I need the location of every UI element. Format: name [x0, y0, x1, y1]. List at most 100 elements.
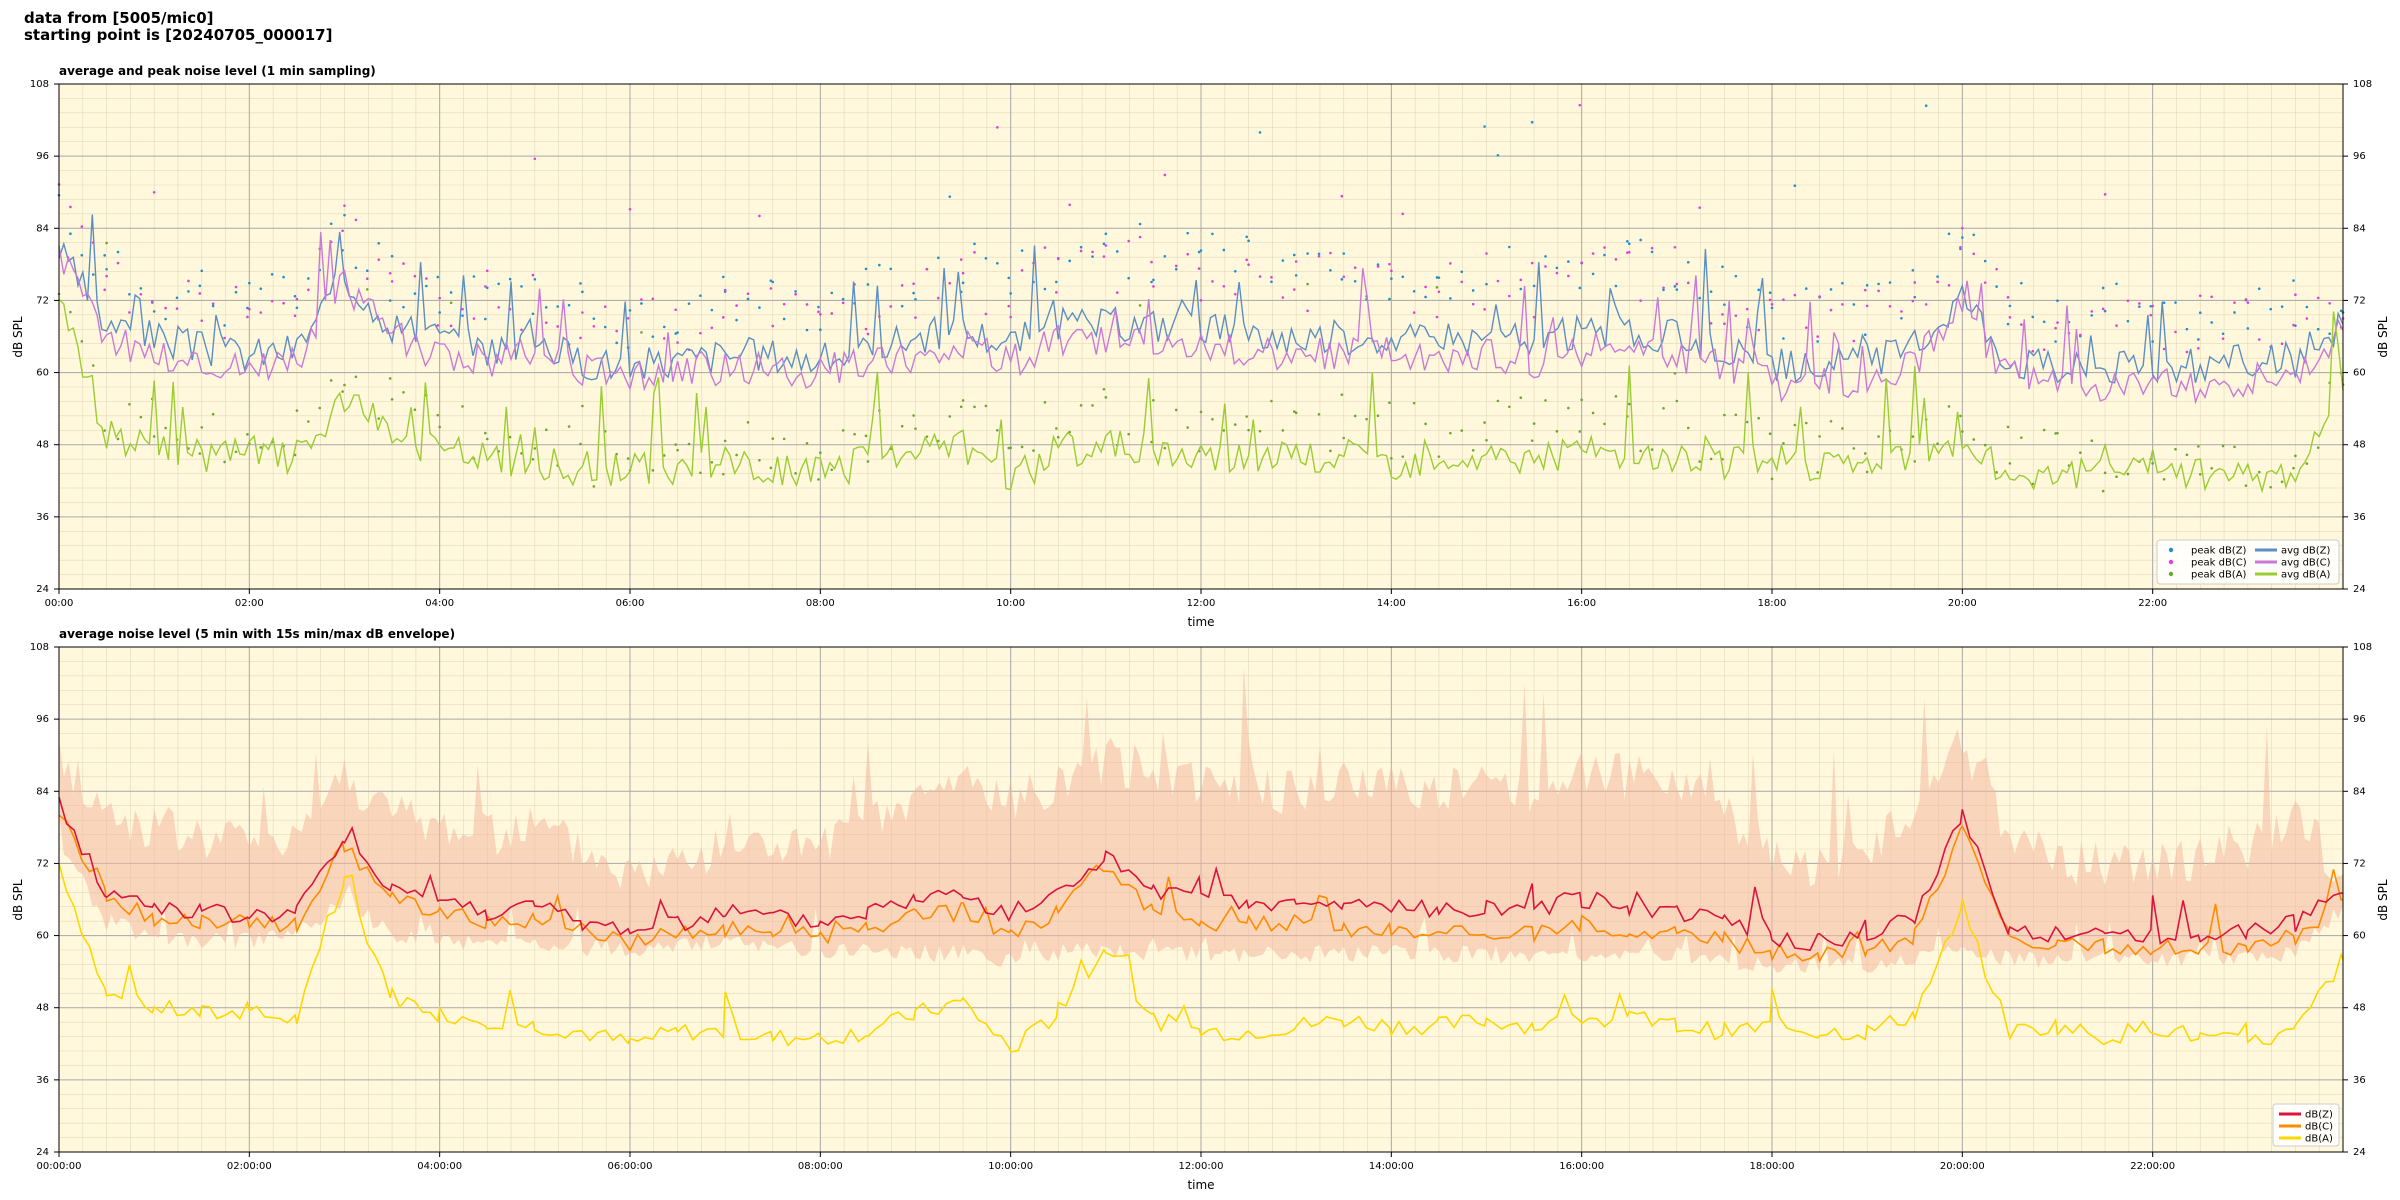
peak-point — [1793, 423, 1797, 427]
peak-point — [674, 443, 677, 446]
peak-point — [2115, 282, 2118, 286]
peak-point — [1745, 420, 1749, 424]
peak-point — [1555, 271, 1559, 275]
peak-point — [2103, 471, 2107, 475]
x-tick-label: 02:00:00 — [227, 1161, 272, 1172]
peak-point — [1983, 259, 1987, 263]
peak-point — [248, 307, 251, 311]
peak-point — [2280, 305, 2284, 308]
peak-point — [1340, 393, 1344, 397]
peak-point — [864, 267, 868, 271]
y-tick-label: 84 — [36, 223, 49, 234]
series-line-db-a- — [58, 863, 2344, 1053]
peak-point — [472, 317, 476, 320]
peak-point — [1961, 226, 1964, 230]
peak-point — [817, 305, 820, 309]
peak-point — [234, 290, 238, 294]
peak-point — [1376, 265, 1380, 268]
peak-point — [2280, 480, 2284, 484]
peak-point — [1947, 405, 1951, 408]
peak-point — [531, 273, 535, 277]
peak-point — [900, 284, 904, 287]
peak-point — [1152, 398, 1155, 402]
peak-point — [200, 319, 204, 322]
y-tick-label: 24 — [36, 1147, 49, 1158]
peak-point — [937, 256, 940, 260]
x-tick-label: 16:00 — [1567, 598, 1596, 609]
peak-point — [1127, 239, 1130, 243]
peak-point — [615, 329, 618, 333]
peak-point — [1340, 278, 1344, 281]
peak-point — [1639, 449, 1642, 453]
peak-point — [721, 472, 725, 476]
peak-point — [2126, 319, 2130, 323]
legend-label: dB(Z) — [2305, 1110, 2333, 1121]
peak-point — [1294, 260, 1298, 263]
peak-point — [2056, 321, 2059, 324]
peak-point — [1138, 304, 1142, 307]
peak-point — [2006, 296, 2010, 299]
y-tick-label: 60 — [36, 368, 49, 379]
y-tick-label: 48 — [36, 440, 49, 451]
peak-point — [699, 294, 702, 297]
peak-point — [864, 327, 868, 331]
y-tick-label-right: 24 — [2353, 584, 2366, 595]
peak-point — [1580, 398, 1583, 402]
chart-2-plot: 24 24 36 36 48 48 60 60 72 72 84 84 96 96 108 108 00:00:… — [30, 642, 2372, 1172]
peak-point — [1471, 449, 1475, 452]
peak-point — [2162, 301, 2166, 305]
peak-point — [1211, 280, 1214, 283]
peak-point — [1055, 291, 1058, 294]
peak-point — [2115, 475, 2118, 479]
peak-point — [485, 437, 489, 441]
peak-point — [1544, 255, 1547, 258]
peak-point — [1723, 322, 1726, 326]
y-tick-label-right: 72 — [2353, 858, 2366, 869]
peak-point — [1959, 246, 1962, 249]
y-tick-label: 96 — [36, 714, 49, 725]
peak-point — [912, 282, 915, 286]
x-tick-label: 16:00:00 — [1559, 1161, 1604, 1172]
peak-point — [377, 258, 381, 261]
series-peak-db-c- — [57, 103, 2345, 354]
peak-point — [2328, 332, 2331, 335]
peak-point — [1127, 276, 1130, 280]
peak-point — [1829, 419, 1833, 423]
peak-point — [1961, 236, 1964, 239]
peak-point — [996, 126, 999, 129]
chart-2-xlabel: time — [1187, 1178, 1214, 1192]
peak-point — [651, 335, 655, 338]
peak-point — [1673, 285, 1677, 288]
peak-point — [1211, 417, 1214, 421]
peak-point — [105, 274, 108, 278]
peak-point — [1138, 222, 1142, 226]
peak-point — [864, 434, 868, 438]
peak-point — [603, 305, 607, 309]
peak-point — [366, 277, 369, 281]
peak-point — [699, 471, 702, 475]
peak-point — [223, 336, 226, 340]
peak-point — [1947, 232, 1951, 236]
peak-point — [1329, 449, 1332, 453]
peak-point — [187, 279, 190, 283]
peak-point — [293, 294, 297, 298]
peak-point — [1578, 103, 1582, 107]
peak-point — [508, 277, 512, 281]
peak-point — [699, 331, 702, 335]
peak-point — [782, 437, 786, 441]
peak-point — [388, 272, 392, 275]
peak-point — [1306, 309, 1309, 313]
peak-point — [1222, 429, 1226, 432]
peak-point — [1580, 261, 1583, 265]
peak-point — [1163, 255, 1167, 258]
peak-point — [674, 332, 677, 335]
peak-point — [1496, 279, 1500, 283]
peak-point — [1614, 258, 1618, 261]
peak-point — [1197, 250, 1201, 254]
peak-point — [1627, 250, 1631, 254]
y-tick-label: 48 — [36, 1003, 49, 1014]
peak-point — [1924, 104, 1928, 108]
x-tick-label: 14:00 — [1377, 598, 1406, 609]
peak-point — [1995, 471, 1998, 474]
peak-point — [615, 341, 618, 345]
